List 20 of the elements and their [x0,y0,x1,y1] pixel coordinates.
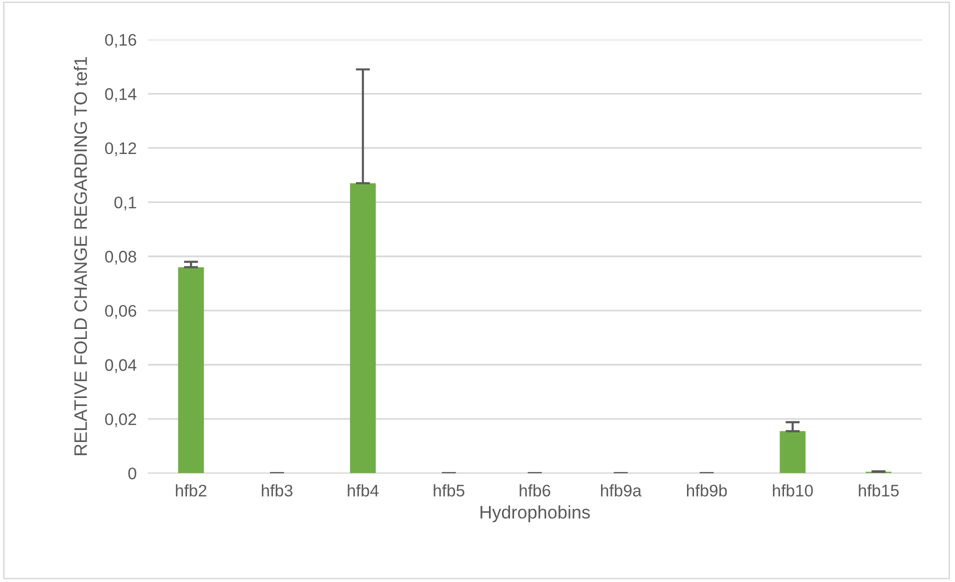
x-tick-label: hfb9b [687,484,727,497]
x-axis-title: Hydrophobins [480,505,590,522]
y-tick-label: 0,04 [105,359,136,373]
y-tick-label: 0 [128,468,136,480]
x-tick-label: hfb2 [176,484,206,497]
y-axis-title: RELATIVE FOLD CHANGE REGARDING TO tef1 [74,57,88,456]
x-tick-label: hfb15 [858,484,899,497]
y-tick-label: 0,08 [105,250,136,265]
x-tick-label: hfb6 [520,484,550,497]
y-tick-label: 0,14 [105,88,136,102]
x-tick-label: hfb10 [772,484,813,497]
x-tick-label: hfb3 [262,484,292,497]
y-tick-label: 0,02 [105,413,136,428]
y-tick-label: 0,16 [105,34,136,48]
x-tick-label: hfb5 [434,484,464,497]
y-tick-label: 0,06 [105,304,136,319]
x-tick-label: hfb4 [348,484,379,497]
y-tick-label: 0,12 [105,142,136,156]
y-tick-label: 0,1 [114,196,136,210]
x-tick-label: hfb9a [601,484,642,497]
